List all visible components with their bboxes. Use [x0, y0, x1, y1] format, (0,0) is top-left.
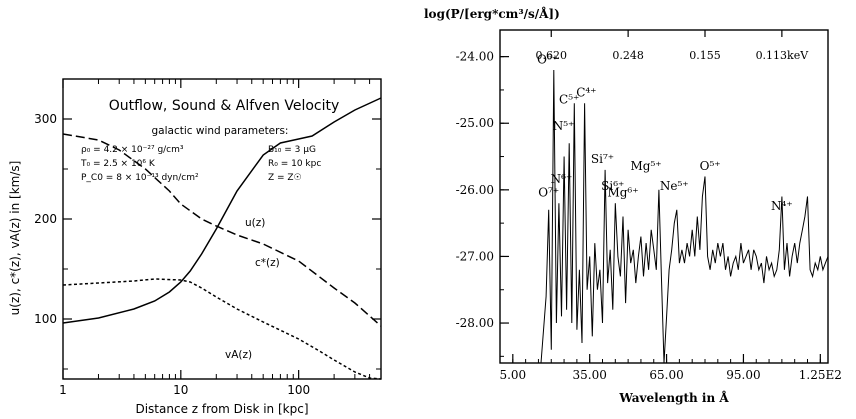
left-y-tick-label: 300 [34, 112, 57, 126]
right-y-tick-label: -28.00 [456, 316, 494, 330]
right-y-tick-label: -27.00 [456, 249, 494, 263]
right-top-tick-label: 0.248 [612, 49, 644, 62]
left-x-axis-label: Distance z from Disk in [kpc] [135, 402, 308, 416]
left-chart: Outflow, Sound & Alfven Velocity galacti… [8, 78, 382, 416]
series-label-u: u(z) [245, 217, 265, 229]
right-x-tick-label: 5.00 [499, 368, 526, 382]
param-pc0: P_C0 = 8 × 10⁻¹³ dyn/cm² [81, 173, 199, 183]
ion-label: Mg⁵⁺ [631, 159, 662, 173]
ion-label: Mg⁶⁺ [607, 186, 638, 200]
right-y-tick-label: -26.00 [456, 183, 494, 197]
ion-label: C⁵⁺ [559, 92, 579, 106]
ion-label: N⁶⁺ [551, 172, 573, 186]
left-series-group [62, 97, 382, 380]
ion-label: O⁵⁺ [700, 159, 721, 173]
left-x-tick-label: 100 [287, 383, 310, 397]
left-y-tick-label: 100 [34, 312, 57, 326]
ion-label: Si⁷⁺ [591, 152, 614, 166]
ion-label: O⁶⁺ [537, 52, 558, 66]
series-label-cstar: c*(z) [255, 257, 280, 269]
right-chart-title: log(P/[erg*cm³/s/Å]) [424, 6, 560, 21]
ion-labels: O⁶⁺ C⁵⁺C⁴⁺ N⁵⁺ N⁶⁺O⁷⁺ Si⁷⁺ Si⁶⁺Mg⁶⁺ Mg⁵⁺ Ne⁵⁺ O⁵… [537, 52, 793, 213]
right-y-tick-label: -25.00 [456, 116, 494, 130]
left-plot-frame [62, 78, 382, 380]
right-x-tick-label: 65.00 [649, 368, 683, 382]
ion-label: C⁴⁺ [576, 86, 596, 100]
left-chart-subtitle: galactic wind parameters: [152, 125, 289, 137]
right-axis-ticks: 5.00 35.00 65.00 95.00 1.25E2 -24.00 -25.00 -26… [456, 30, 842, 382]
series-cstar-line [62, 133, 382, 327]
left-axis-ticks: 1 10 100 100 200 300 [34, 79, 382, 397]
right-x-tick-label: 95.00 [726, 368, 760, 382]
param-b10: B₁₀ = 3 μG [268, 145, 316, 155]
series-va-line [62, 278, 382, 380]
right-chart: log(P/[erg*cm³/s/Å]) 5.00 35.00 65.00 95.00… [424, 6, 842, 405]
ion-label: Si⁶⁺ [601, 179, 624, 193]
param-z: Z = Z☉ [268, 173, 302, 183]
right-x-axis-label: Wavelength in Å [618, 390, 729, 405]
left-y-tick-label: 200 [34, 212, 57, 226]
right-y-tick-label: -24.00 [456, 50, 494, 64]
right-x-tick-label: 35.00 [573, 368, 607, 382]
left-x-tick-label: 1 [59, 383, 67, 397]
series-u-line [62, 97, 382, 324]
param-t0: T₀ = 2.5 × 10⁶ K [80, 159, 156, 169]
spectrum-line-group [510, 69, 829, 364]
left-x-tick-label: 10 [173, 383, 188, 397]
ion-label: O⁷⁺ [538, 186, 559, 200]
ion-label: N⁴⁺ [771, 199, 793, 213]
ion-label: N⁵⁺ [553, 119, 575, 133]
param-rho0: ρ₀ = 4.2 × 10⁻²⁷ g/cm³ [81, 145, 184, 155]
right-top-tick-label: 0.155 [689, 49, 721, 62]
param-r0: R₀ = 10 kpc [268, 159, 321, 169]
left-chart-title: Outflow, Sound & Alfven Velocity [109, 98, 340, 114]
left-y-axis-label: u(z), c*(z), vA(z) in [km/s] [8, 161, 22, 316]
right-x-tick-label: 1.25E2 [799, 368, 842, 382]
spectrum-line [510, 69, 829, 364]
series-label-va: vA(z) [225, 349, 252, 361]
right-top-tick-label: 0.620 [536, 49, 568, 62]
ion-label: Ne⁵⁺ [660, 179, 689, 193]
right-top-tick-label: 0.113keV [756, 49, 810, 62]
